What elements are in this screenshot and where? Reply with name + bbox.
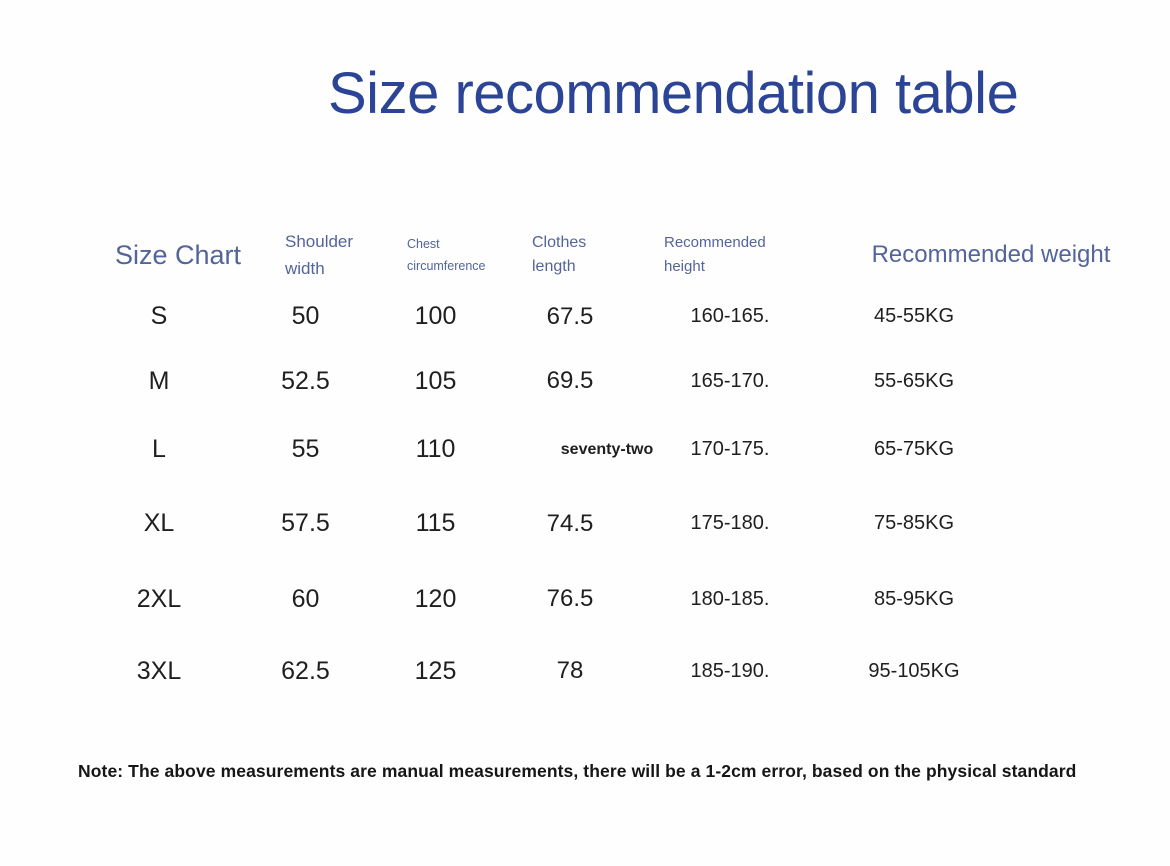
page-title: Size recommendation table xyxy=(328,61,1019,126)
chest-circumference-cell: 110 xyxy=(415,435,456,463)
column-header-chest-circumference-label: Chest circumference xyxy=(407,237,486,273)
recommended-height-cell: 180-185. xyxy=(690,587,770,610)
chest-circumference-cell: 120 xyxy=(414,584,457,613)
recommended-weight-cell: 55-65KG xyxy=(873,369,955,392)
size-cell: 3XL xyxy=(136,656,182,685)
clothes-length-cell: 78 xyxy=(556,657,584,684)
recommended-height-cell: 170-175. xyxy=(690,438,770,460)
size-cell: 2XL xyxy=(136,584,182,613)
size-cell: XL xyxy=(143,509,175,537)
column-header-size-chart: Size Chart xyxy=(114,239,242,270)
recommended-height-cell: 185-190. xyxy=(690,659,770,682)
recommended-weight-cell: 45-55KG xyxy=(873,305,955,327)
recommended-weight-cell: 65-75KG xyxy=(873,438,955,460)
recommended-height-cell: 175-180. xyxy=(690,512,770,534)
clothes-length-cell: 76.5 xyxy=(546,585,594,612)
clothes-length-cell: 69.5 xyxy=(546,367,594,394)
clothes-length-cell: 74.5 xyxy=(546,509,594,537)
column-header-shoulder-width-label: Shoulder width xyxy=(285,232,354,278)
shoulder-width-cell: 57.5 xyxy=(281,509,330,537)
shoulder-width-cell: 60 xyxy=(291,584,320,613)
recommended-weight-cell: 95-105KG xyxy=(868,659,960,682)
recommended-weight-cell: 85-95KG xyxy=(873,587,955,610)
size-cell: M xyxy=(148,366,170,395)
chest-circumference-cell: 105 xyxy=(414,366,457,395)
recommended-height-cell: 165-170. xyxy=(690,369,770,392)
shoulder-width-cell: 50 xyxy=(291,302,320,330)
column-header-recommended-weight: Recommended weight xyxy=(871,241,1111,268)
column-header-recommended-height-label: Recommended height xyxy=(664,234,766,275)
recommended-height-cell: 160-165. xyxy=(690,305,770,327)
clothes-length-cell: 67.5 xyxy=(546,302,594,330)
shoulder-width-cell: 52.5 xyxy=(281,366,330,395)
chest-circumference-cell: 100 xyxy=(414,302,457,330)
size-cell: S xyxy=(150,302,168,330)
column-header-clothes-length: Clothes length xyxy=(498,225,642,285)
column-header-recommended-height: Recommended height xyxy=(642,225,818,285)
size-table: Size Chart Shoulder width Chest circumfe… xyxy=(80,225,1130,706)
measurement-note: Note: The above measurements are manual … xyxy=(78,761,1077,781)
clothes-length-cell: seventy-two xyxy=(560,440,654,458)
shoulder-width-cell: 62.5 xyxy=(281,656,330,685)
recommended-weight-cell: 75-85KG xyxy=(873,512,955,534)
column-header-shoulder-width: Shoulder width xyxy=(238,225,373,285)
column-header-clothes-length-label: Clothes length xyxy=(532,234,587,275)
chest-circumference-cell: 125 xyxy=(414,656,457,685)
size-cell: L xyxy=(152,435,166,463)
shoulder-width-cell: 55 xyxy=(291,435,320,463)
column-header-chest-circumference: Chest circumference xyxy=(373,225,498,285)
chest-circumference-cell: 115 xyxy=(415,509,456,537)
